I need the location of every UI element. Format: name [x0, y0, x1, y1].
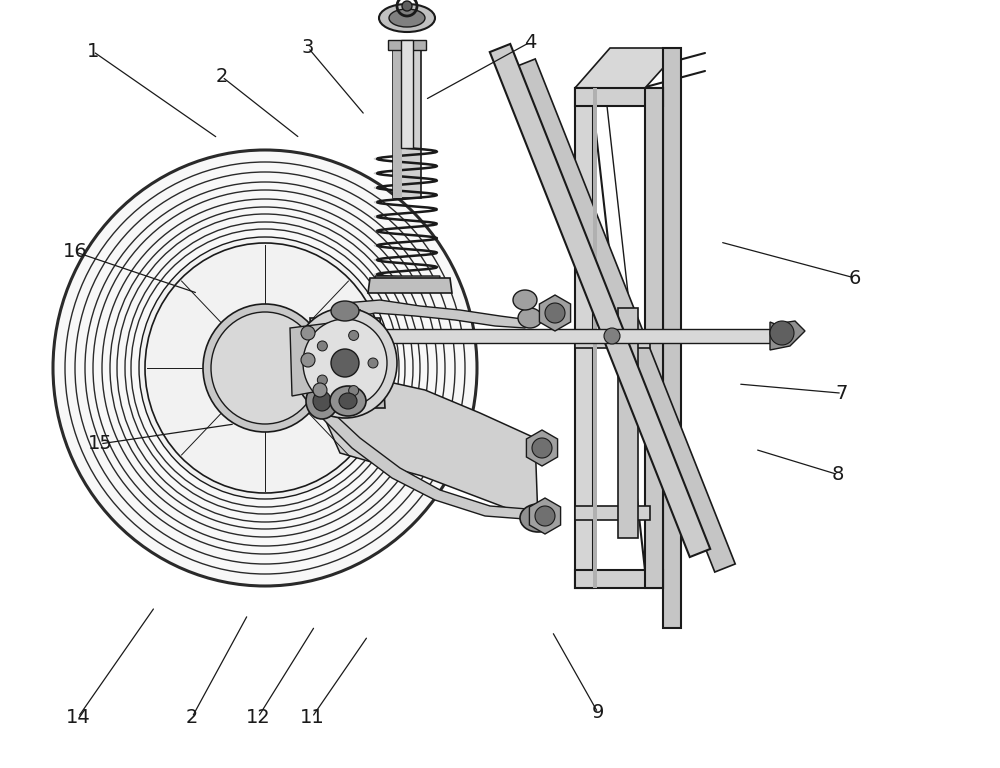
Ellipse shape	[349, 330, 359, 340]
Ellipse shape	[313, 383, 327, 397]
Text: 14: 14	[66, 708, 90, 727]
Ellipse shape	[317, 341, 327, 351]
Polygon shape	[575, 570, 663, 588]
Text: 2: 2	[186, 708, 198, 727]
Ellipse shape	[301, 353, 315, 367]
Polygon shape	[515, 59, 735, 572]
Text: 9: 9	[592, 703, 604, 722]
Polygon shape	[490, 44, 710, 557]
Text: 4: 4	[524, 33, 536, 51]
Polygon shape	[575, 336, 650, 348]
Polygon shape	[529, 498, 561, 534]
Text: 8: 8	[832, 465, 844, 484]
Polygon shape	[770, 321, 805, 350]
Ellipse shape	[379, 4, 435, 32]
Text: 15: 15	[88, 435, 112, 453]
Ellipse shape	[203, 304, 327, 432]
Text: 12: 12	[246, 708, 270, 727]
Ellipse shape	[535, 506, 555, 526]
Text: 2: 2	[216, 68, 228, 86]
Ellipse shape	[313, 391, 331, 411]
Polygon shape	[401, 40, 413, 148]
Polygon shape	[365, 329, 770, 343]
Polygon shape	[526, 430, 558, 466]
Polygon shape	[593, 88, 597, 588]
Polygon shape	[618, 308, 638, 538]
Text: 6: 6	[849, 269, 861, 287]
Polygon shape	[645, 88, 663, 588]
Polygon shape	[539, 295, 571, 331]
Polygon shape	[290, 323, 335, 396]
Ellipse shape	[331, 349, 359, 377]
Polygon shape	[313, 398, 540, 520]
Text: 3: 3	[302, 38, 314, 57]
Polygon shape	[575, 48, 681, 88]
Ellipse shape	[532, 438, 552, 458]
Ellipse shape	[368, 358, 378, 368]
Ellipse shape	[518, 308, 542, 328]
Ellipse shape	[211, 312, 319, 424]
Ellipse shape	[545, 303, 565, 323]
Polygon shape	[332, 300, 530, 328]
Ellipse shape	[513, 290, 537, 310]
Ellipse shape	[293, 308, 397, 418]
Text: 16: 16	[63, 243, 87, 261]
Text: 1: 1	[87, 42, 99, 61]
Ellipse shape	[139, 237, 391, 499]
Polygon shape	[575, 88, 593, 588]
Text: 7: 7	[836, 384, 848, 402]
Polygon shape	[388, 40, 426, 50]
Ellipse shape	[303, 319, 387, 407]
Polygon shape	[393, 48, 402, 198]
Polygon shape	[663, 48, 681, 628]
Ellipse shape	[306, 383, 338, 419]
Polygon shape	[310, 318, 385, 408]
Ellipse shape	[331, 301, 359, 321]
Ellipse shape	[604, 328, 620, 344]
Ellipse shape	[301, 326, 315, 340]
Polygon shape	[315, 378, 538, 520]
Text: 11: 11	[300, 708, 324, 727]
Ellipse shape	[53, 150, 477, 586]
Ellipse shape	[520, 504, 556, 532]
Polygon shape	[375, 276, 440, 286]
Ellipse shape	[349, 386, 359, 396]
Polygon shape	[330, 310, 365, 403]
Polygon shape	[368, 278, 452, 293]
Ellipse shape	[389, 9, 425, 27]
Ellipse shape	[402, 1, 412, 11]
Ellipse shape	[317, 375, 327, 385]
Ellipse shape	[770, 321, 794, 345]
Polygon shape	[575, 506, 650, 520]
Polygon shape	[393, 48, 421, 198]
Polygon shape	[575, 88, 663, 106]
Ellipse shape	[339, 393, 357, 409]
Ellipse shape	[330, 386, 366, 416]
